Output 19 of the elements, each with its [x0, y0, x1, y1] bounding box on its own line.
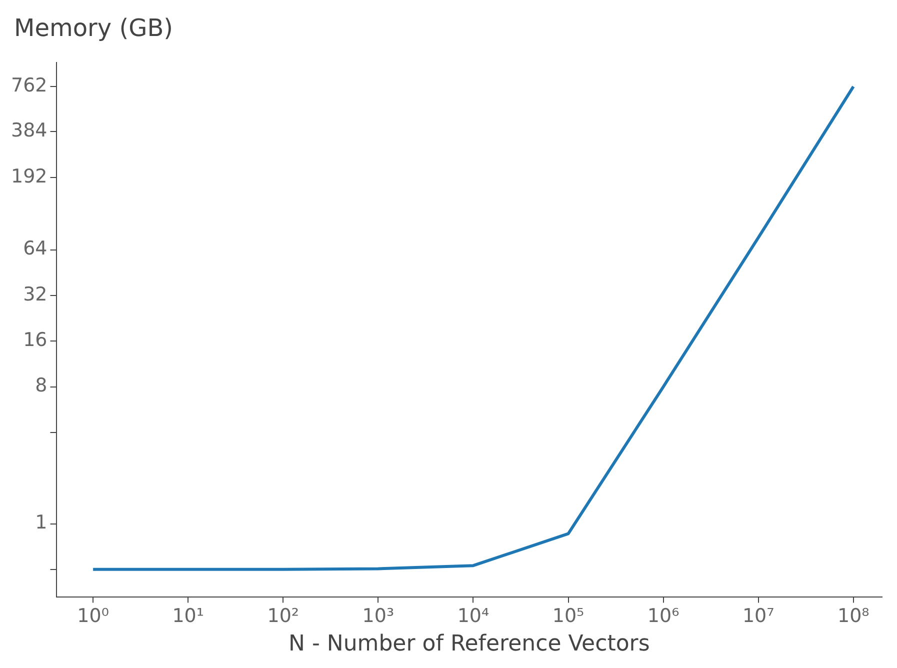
y-tick-label: 384 — [11, 120, 48, 142]
x-tick-label: 10⁵ — [552, 605, 584, 628]
x-tick-label: 10² — [267, 605, 300, 628]
y-tick-label: 192 — [11, 165, 48, 188]
x-tick-label: 10⁴ — [457, 605, 490, 628]
y-tick-label: 32 — [23, 283, 48, 306]
x-tick-label: 10⁰ — [77, 605, 109, 628]
x-tick-label: 10⁸ — [837, 605, 870, 628]
x-tick-label: 10¹ — [172, 605, 204, 628]
x-tick-label: 10⁷ — [742, 605, 774, 628]
y-tick-label: 762 — [11, 74, 48, 97]
x-tick-label: 10⁶ — [647, 605, 680, 628]
x-axis-title: N - Number of Reference Vectors — [288, 632, 650, 657]
y-tick-label: 16 — [23, 329, 48, 352]
y-tick-label: 1 — [35, 512, 48, 534]
y-tick-label: 64 — [23, 238, 48, 260]
y-tick-label: 8 — [35, 374, 48, 397]
x-tick-label: 10³ — [362, 605, 394, 628]
y-axis-title: Memory (GB) — [14, 13, 174, 44]
